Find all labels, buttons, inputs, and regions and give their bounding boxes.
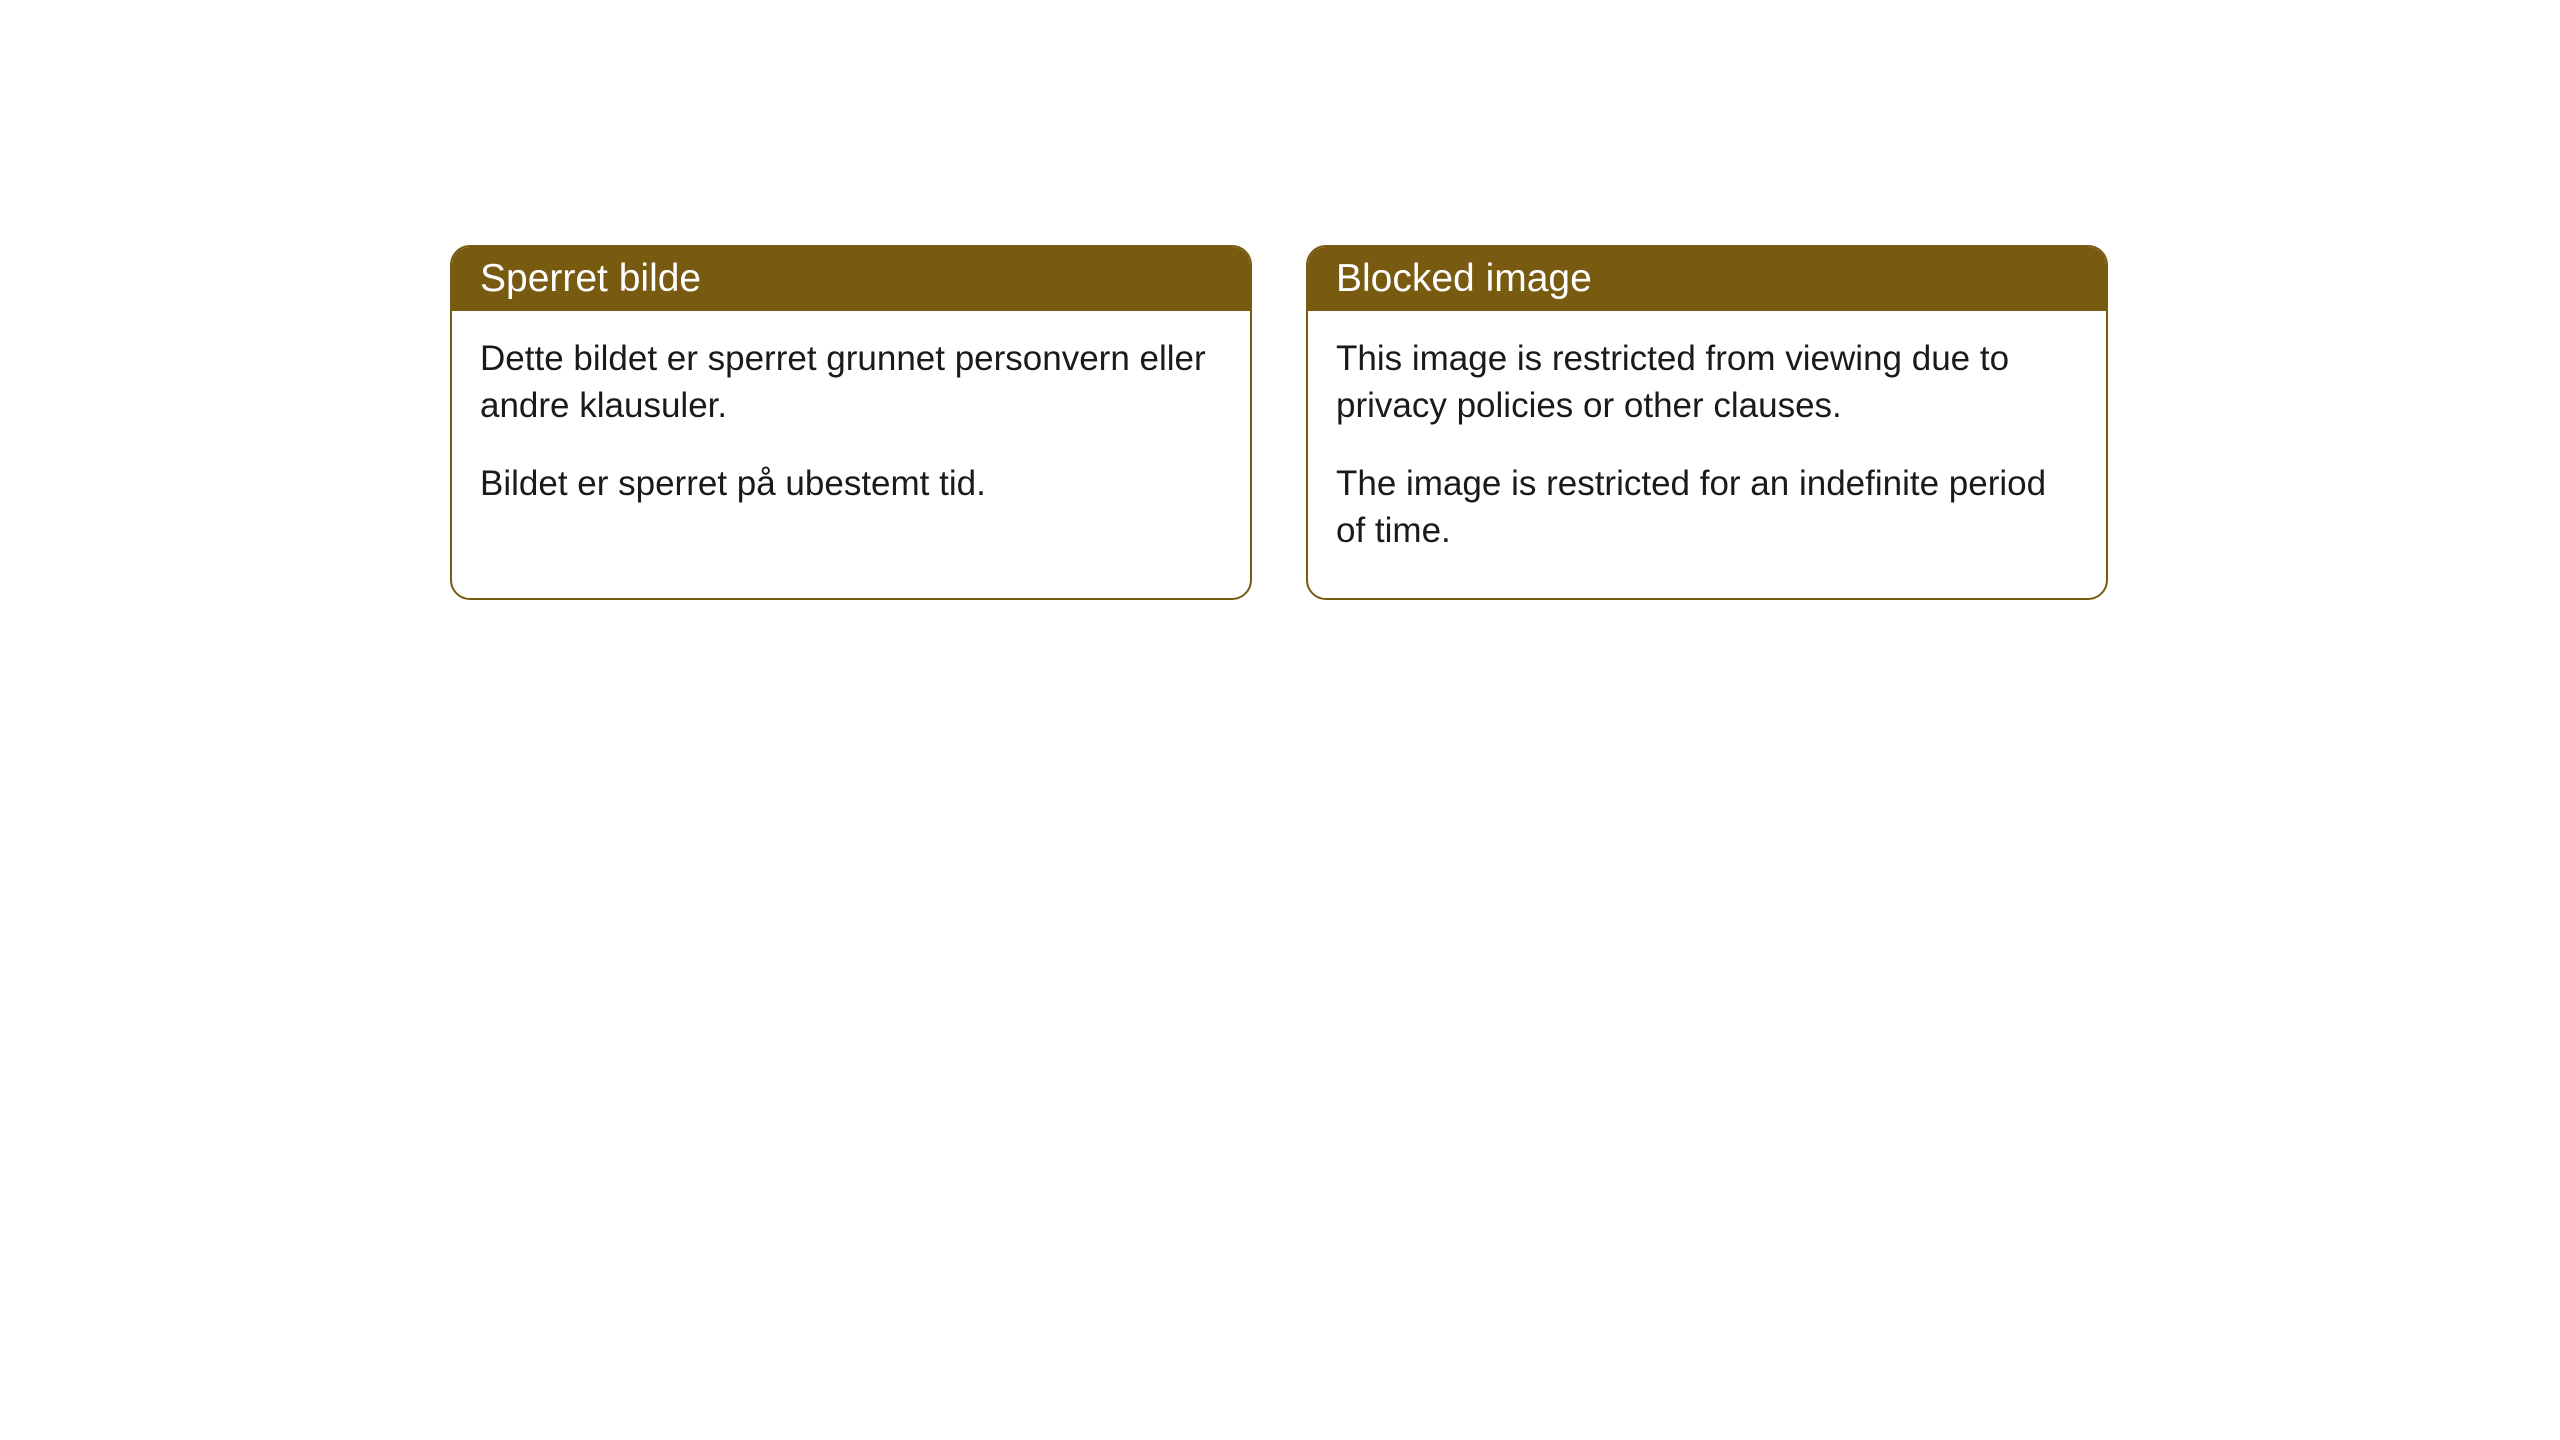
card-paragraph-2: The image is restricted for an indefinit…: [1336, 460, 2078, 555]
card-paragraph-2: Bildet er sperret på ubestemt tid.: [480, 460, 1222, 507]
card-header: Sperret bilde: [452, 247, 1250, 311]
card-title: Blocked image: [1336, 257, 1592, 300]
cards-container: Sperret bilde Dette bildet er sperret gr…: [0, 0, 2560, 600]
card-title: Sperret bilde: [480, 257, 701, 300]
blocked-image-card-english: Blocked image This image is restricted f…: [1306, 245, 2108, 600]
card-body: Dette bildet er sperret grunnet personve…: [452, 311, 1250, 551]
blocked-image-card-norwegian: Sperret bilde Dette bildet er sperret gr…: [450, 245, 1252, 600]
card-paragraph-1: This image is restricted from viewing du…: [1336, 335, 2078, 430]
card-paragraph-1: Dette bildet er sperret grunnet personve…: [480, 335, 1222, 430]
card-body: This image is restricted from viewing du…: [1308, 311, 2106, 598]
card-header: Blocked image: [1308, 247, 2106, 311]
